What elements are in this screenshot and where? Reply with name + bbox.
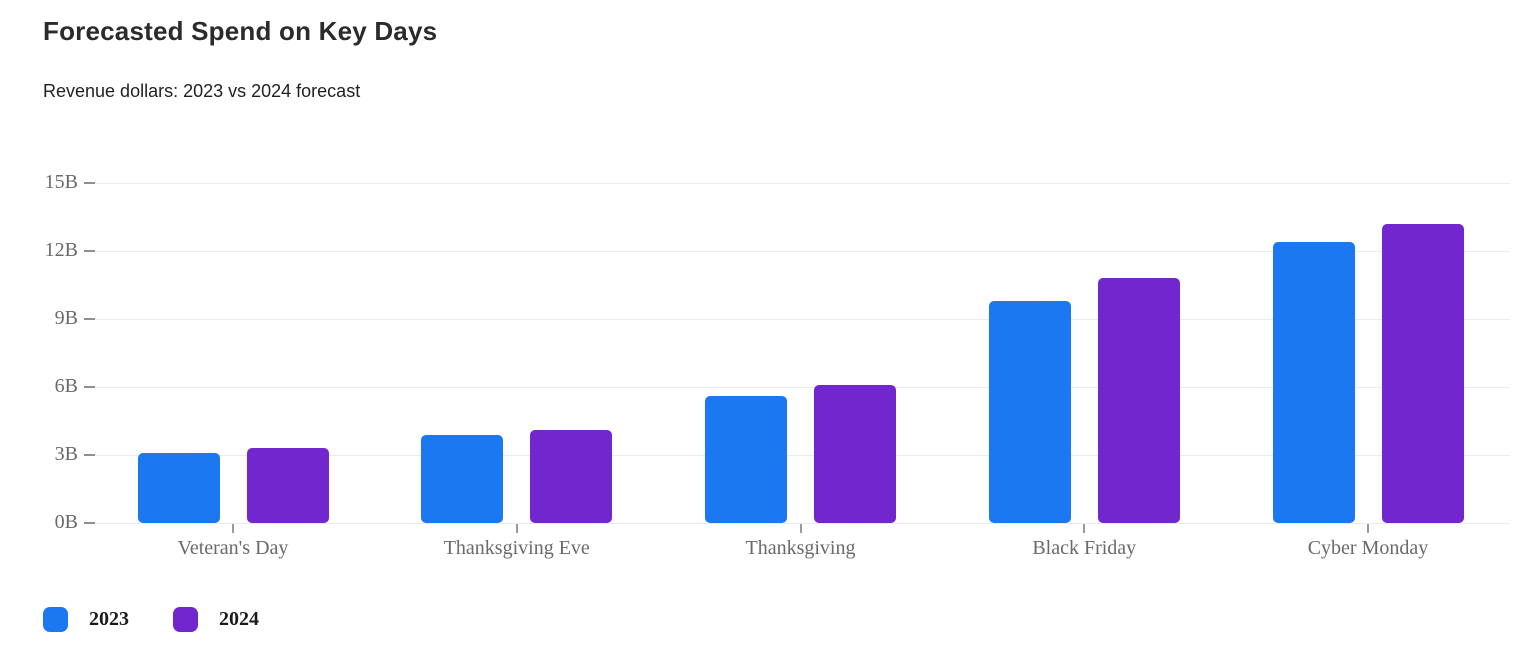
legend-label-2023: 2023 [89, 608, 129, 630]
x-axis-tick [1083, 524, 1086, 533]
x-axis-label: Cyber Monday [1307, 537, 1429, 559]
x-axis-label: Veteran's Day [177, 537, 289, 559]
bar-2023-thanksgiving[interactable] [705, 396, 787, 523]
x-axis-tick [232, 524, 234, 533]
x-axis-tick [515, 524, 518, 533]
x-axis-label: Black Friday [1032, 537, 1137, 559]
x-axis-tick [1367, 524, 1369, 533]
y-axis-label: 0B [54, 511, 78, 533]
bar-2024-veteran-s-day[interactable] [246, 448, 329, 523]
bar-2023-cyber-monday[interactable] [1272, 242, 1355, 523]
x-axis-label: Thanksgiving [745, 537, 856, 559]
chart-header: Forecasted Spend on Key Days [43, 16, 437, 47]
bar-2024-thanksgiving-eve[interactable] [530, 430, 613, 523]
gridline [84, 522, 1510, 524]
y-axis-label: 12B [44, 239, 78, 261]
y-axis-label: 15B [44, 171, 78, 193]
y-axis-tick [84, 250, 95, 252]
y-axis-tick [84, 522, 95, 524]
bar-2024-black-friday[interactable] [1097, 278, 1180, 523]
chart-legend: 2023 2024 [43, 607, 259, 632]
legend-swatch-2023 [43, 607, 68, 632]
bar-2024-cyber-monday[interactable] [1381, 224, 1464, 523]
bar-2023-veteran-s-day[interactable] [137, 453, 220, 523]
y-axis-tick [84, 386, 95, 388]
gridline [84, 250, 1510, 252]
bar-2024-thanksgiving[interactable] [814, 385, 896, 523]
y-axis-label: 9B [54, 307, 78, 329]
bar-2023-thanksgiving-eve[interactable] [421, 435, 504, 523]
gridline [84, 318, 1510, 320]
bar-2023-black-friday[interactable] [988, 301, 1071, 523]
gridline [84, 182, 1510, 184]
chart-title: Forecasted Spend on Key Days [43, 16, 438, 46]
bar-chart-plot-area: 0B 3B 6B 9B 12B 15B Veteran's Day Thanksgiving … [45, 171, 1510, 559]
legend-item-2024[interactable]: 2024 [173, 607, 259, 632]
gridline [84, 386, 1510, 388]
x-axis-label: Thanksgiving Eve [443, 537, 590, 559]
y-axis-tick [84, 318, 95, 320]
y-axis-tick [84, 182, 95, 184]
legend-label-2024: 2024 [219, 608, 259, 630]
y-axis-tick [84, 454, 95, 456]
gridline [84, 454, 1510, 456]
legend-swatch-2024 [173, 607, 198, 632]
chart-subtitle: Revenue dollars: 2023 vs 2024 forecast [43, 81, 361, 101]
x-axis-tick [799, 524, 802, 533]
legend-item-2023[interactable]: 2023 [43, 607, 129, 632]
y-axis-label: 3B [54, 443, 78, 465]
y-axis-label: 6B [54, 375, 78, 397]
